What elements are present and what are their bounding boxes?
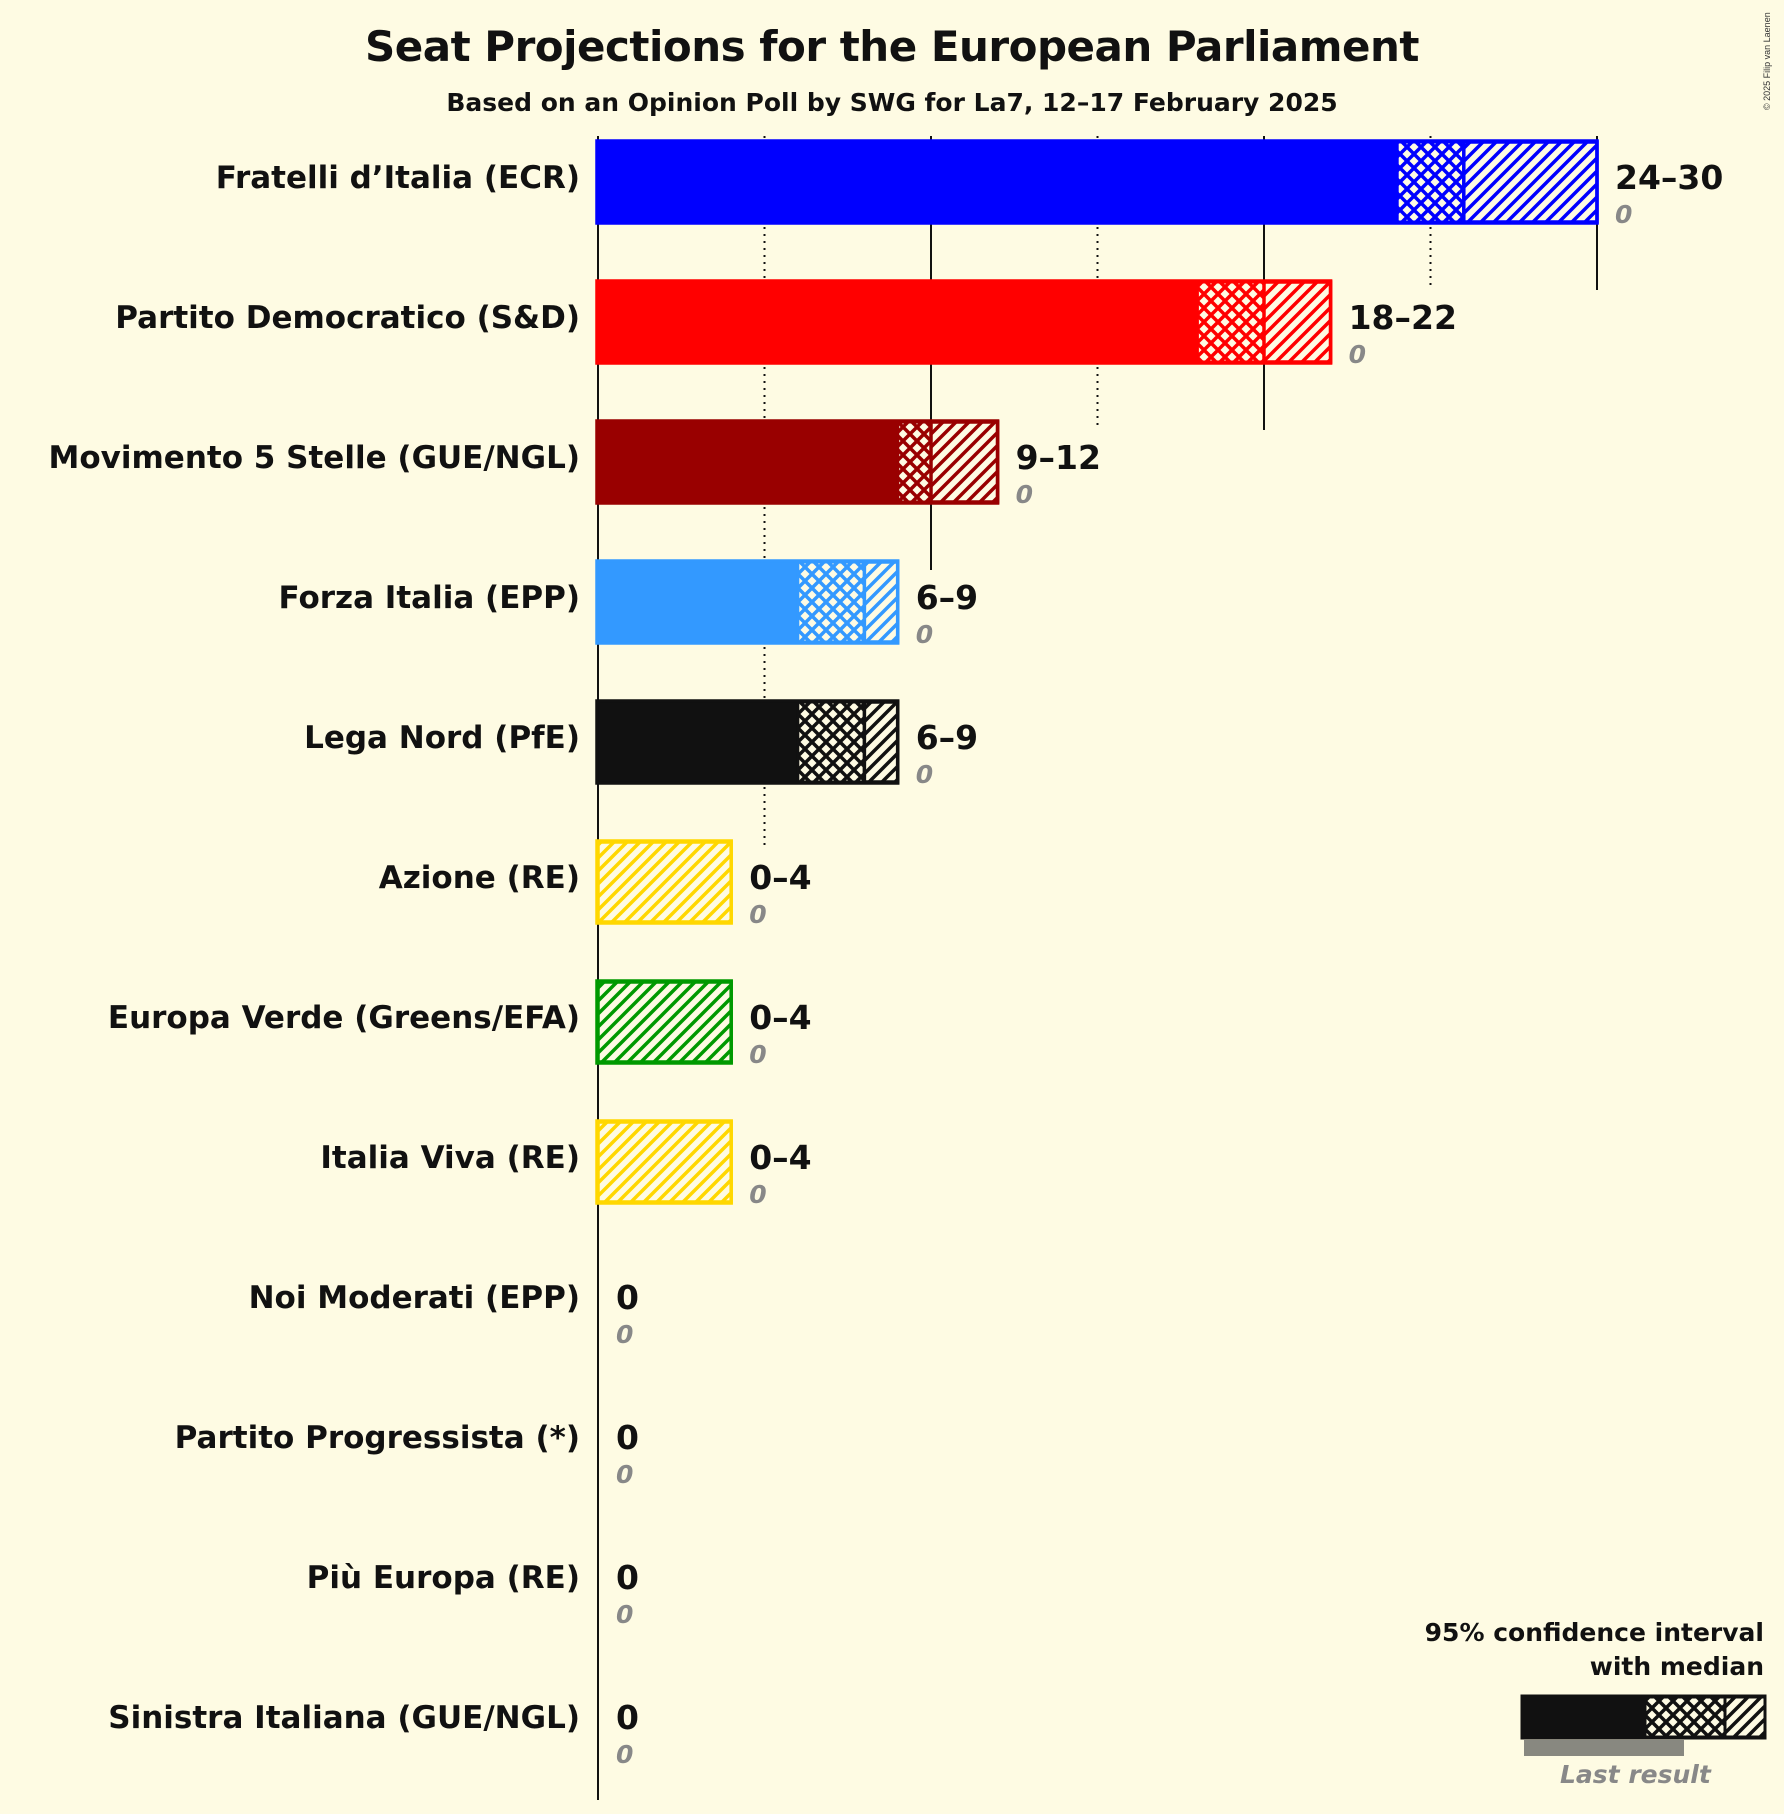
range-value: 6–9 [915, 578, 979, 617]
range-value: 0 [616, 1558, 639, 1597]
category-label: Sinistra Italiana (GUE/NGL) [108, 1700, 580, 1736]
chart-subtitle: Based on an Opinion Poll by SWG for La7,… [446, 88, 1338, 117]
chart-title: Seat Projections for the European Parlia… [365, 22, 1419, 71]
legend-title: 95% confidence interval with median [1424, 1618, 1764, 1681]
last-result-value: 0 [915, 620, 934, 649]
legend-graphic [1520, 1694, 1767, 1756]
range-value: 0–4 [749, 998, 812, 1037]
range-value: 0–4 [749, 858, 812, 897]
category-label: Europa Verde (Greens/EFA) [107, 1000, 580, 1036]
bar-1 [595, 279, 1333, 365]
category-label: Fratelli d’Italia (ECR) [215, 160, 580, 196]
last-result-value: 0 [749, 1040, 767, 1069]
bar-0 [595, 139, 1599, 225]
gridlines [597, 136, 1598, 1800]
last-result-value: 0 [616, 1600, 634, 1629]
last-result-value: 0 [616, 1460, 634, 1489]
last-result-value: 0 [1015, 480, 1033, 509]
bars [595, 139, 1599, 1205]
category-label: Lega Nord (PfE) [304, 720, 580, 756]
last-result-value: 0 [1348, 340, 1366, 369]
category-label: Più Europa (RE) [306, 1560, 580, 1596]
bar-7 [595, 1119, 733, 1205]
range-value: 18–22 [1348, 298, 1457, 337]
last-result-value: 0 [616, 1740, 634, 1769]
category-label: Partito Democratico (S&D) [115, 300, 580, 336]
category-label: Azione (RE) [378, 860, 580, 896]
range-value: 9–12 [1015, 438, 1101, 477]
bar-3 [595, 559, 900, 645]
range-value: 0 [616, 1278, 639, 1317]
range-value: 0 [616, 1418, 639, 1457]
range-value: 6–9 [915, 718, 979, 757]
category-label: Partito Progressista (*) [174, 1420, 580, 1456]
bar-4 [595, 699, 900, 785]
category-label: Movimento 5 Stelle (GUE/NGL) [48, 440, 580, 476]
bar-2 [595, 419, 1000, 505]
last-result-value: 0 [749, 900, 767, 929]
bar-6 [595, 979, 733, 1065]
last-result-value: 0 [749, 1180, 767, 1209]
category-label: Forza Italia (EPP) [278, 580, 580, 616]
category-label: Noi Moderati (EPP) [248, 1280, 580, 1316]
legend-last-result-label: Last result [1560, 1760, 1711, 1789]
range-value: 24–30 [1615, 158, 1724, 197]
range-value: 0–4 [749, 1138, 812, 1177]
range-value: 0 [616, 1698, 639, 1737]
last-result-value: 0 [1615, 200, 1633, 229]
bar-5 [595, 839, 733, 925]
last-result-value: 0 [616, 1320, 634, 1349]
category-label: Italia Viva (RE) [320, 1140, 580, 1176]
last-result-value: 0 [915, 760, 934, 789]
